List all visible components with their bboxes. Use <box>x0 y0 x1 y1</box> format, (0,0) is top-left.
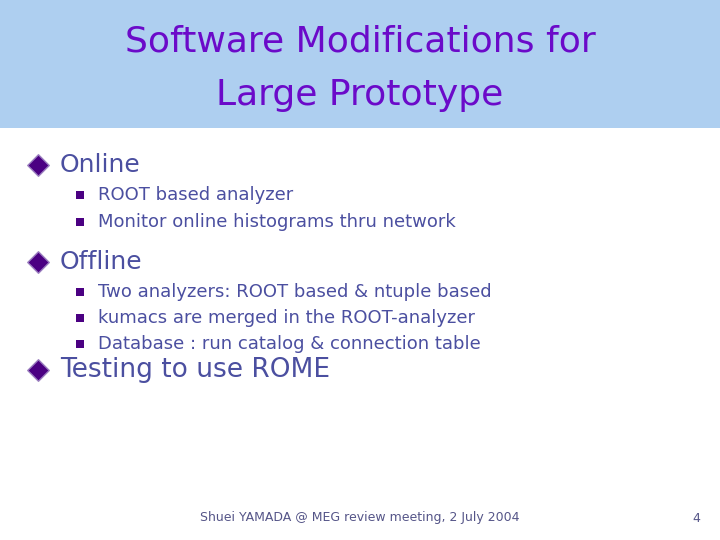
Text: Two analyzers: ROOT based & ntuple based: Two analyzers: ROOT based & ntuple based <box>98 283 492 301</box>
Text: Shuei YAMADA @ MEG review meeting, 2 July 2004: Shuei YAMADA @ MEG review meeting, 2 Jul… <box>200 511 520 524</box>
Point <box>74 288 86 296</box>
Text: Software Modifications for: Software Modifications for <box>125 25 595 59</box>
Bar <box>0 0 720 128</box>
Text: Offline: Offline <box>60 250 143 274</box>
Text: kumacs are merged in the ROOT-analyzer: kumacs are merged in the ROOT-analyzer <box>98 309 475 327</box>
Text: Testing to use ROME: Testing to use ROME <box>60 357 330 383</box>
Point <box>74 191 86 199</box>
Point <box>74 340 86 348</box>
Text: Monitor online histograms thru network: Monitor online histograms thru network <box>98 213 456 231</box>
Text: Database : run catalog & connection table: Database : run catalog & connection tabl… <box>98 335 481 353</box>
Point <box>32 161 44 170</box>
Text: Large Prototype: Large Prototype <box>217 78 503 112</box>
Point <box>32 258 44 266</box>
Text: Online: Online <box>60 153 140 177</box>
Point <box>74 218 86 226</box>
Text: 4: 4 <box>692 511 700 524</box>
Text: ROOT based analyzer: ROOT based analyzer <box>98 186 293 204</box>
Point <box>32 366 44 374</box>
Point <box>74 314 86 322</box>
